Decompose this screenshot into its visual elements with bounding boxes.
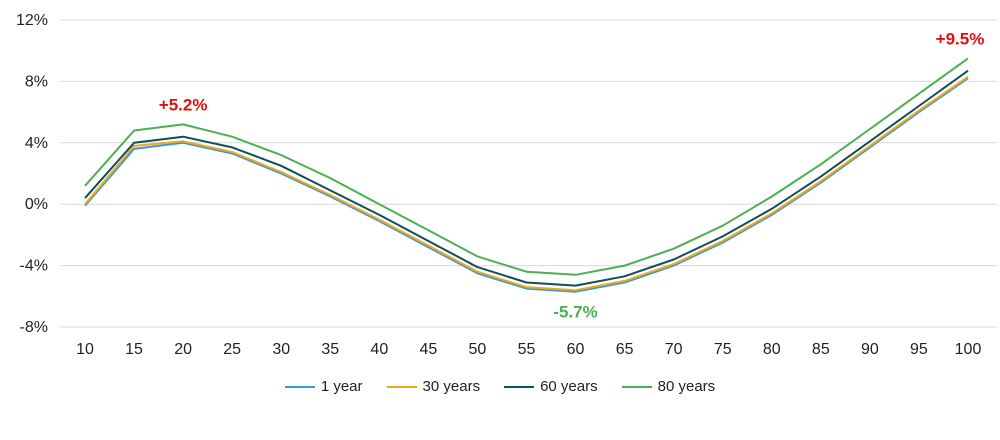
annotation-label: -5.7% <box>553 303 597 322</box>
x-tick-label: 35 <box>321 341 339 358</box>
y-tick-label: 0% <box>25 196 48 213</box>
x-tick-label: 10 <box>76 341 94 358</box>
x-tick-label: 55 <box>518 341 536 358</box>
x-tick-label: 80 <box>763 341 781 358</box>
series-line-60-years <box>84 69 969 287</box>
legend-swatch <box>504 385 535 388</box>
y-tick-label: 12% <box>16 12 48 29</box>
x-tick-label: 40 <box>370 341 388 358</box>
x-tick-label: 90 <box>861 341 879 358</box>
legend-item: 1 year <box>284 378 363 395</box>
x-tick-label: 50 <box>469 341 487 358</box>
legend-swatch <box>386 385 417 388</box>
legend-label: 30 years <box>422 378 481 395</box>
series-line-1-year <box>84 77 969 293</box>
annotation-label: +5.2% <box>159 95 208 114</box>
x-tick-label: 25 <box>223 341 241 358</box>
series-lines <box>84 57 969 293</box>
legend-item: 60 years <box>504 378 598 395</box>
x-tick-label: 70 <box>665 341 683 358</box>
legend-label: 60 years <box>540 378 598 395</box>
x-tick-label: 100 <box>955 341 982 358</box>
legend-label: 1 year <box>320 378 363 395</box>
x-tick-label: 30 <box>272 341 290 358</box>
x-tick-label: 95 <box>910 341 928 358</box>
grid-lines <box>60 19 997 328</box>
line-chart: -8% -4% 0% 4% 8% 12% 10 15 20 25 30 35 40 45 50 55 60 65… <box>16 12 997 358</box>
series-line-30-years <box>84 75 969 292</box>
x-tick-label: 85 <box>812 341 830 358</box>
y-tick-label: 4% <box>25 135 48 152</box>
x-axis-ticks: 10 15 20 25 30 35 40 45 50 55 60 65 70 75 80 85 90 95 100 <box>76 341 981 358</box>
legend-item: 30 years <box>386 378 481 395</box>
y-tick-label: -4% <box>20 258 48 275</box>
x-tick-label: 15 <box>125 341 143 358</box>
x-tick-label: 20 <box>174 341 192 358</box>
annotation-label: +9.5% <box>936 29 985 48</box>
x-tick-label: 60 <box>567 341 585 358</box>
legend-label: 80 years <box>657 378 716 395</box>
y-tick-label: -8% <box>20 319 48 336</box>
annotations: +5.2% -5.7% +9.5% <box>159 29 985 321</box>
x-tick-label: 75 <box>714 341 732 358</box>
legend: 1 year 30 years 60 years 80 years <box>0 378 1000 395</box>
y-axis-ticks: -8% -4% 0% 4% 8% 12% <box>16 12 48 336</box>
x-tick-label: 65 <box>616 341 634 358</box>
legend-swatch <box>621 385 652 388</box>
legend-item: 80 years <box>621 378 716 395</box>
legend-swatch <box>284 385 315 388</box>
series-line-80-years <box>84 57 969 276</box>
x-tick-label: 45 <box>419 341 437 358</box>
y-tick-label: 8% <box>25 73 48 90</box>
